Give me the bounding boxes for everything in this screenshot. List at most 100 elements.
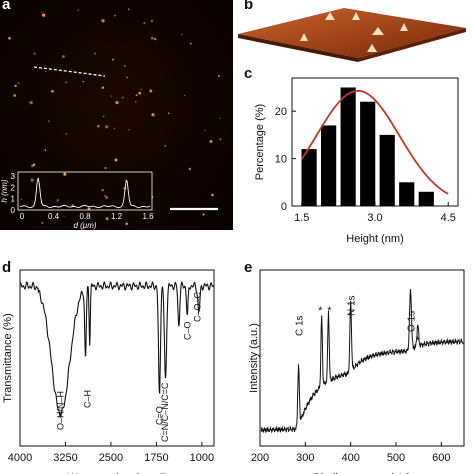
panel-label-a: a [2, 0, 11, 13]
afm-particle [30, 178, 34, 182]
band-annotation: C–O–C [193, 291, 203, 322]
afm-particle [151, 113, 155, 117]
peak-annotation: N 1s [347, 295, 358, 316]
surface-peak [367, 44, 377, 52]
inset-ytick-label: 0 [11, 206, 16, 215]
afm-particle [56, 199, 59, 202]
afm-particle [135, 101, 137, 103]
surface-side-face [358, 28, 466, 62]
afm-particle [153, 37, 157, 41]
ftir-spectrum-line [20, 281, 214, 418]
afm-particle [202, 213, 205, 216]
xtick-label-e: 300 [296, 452, 314, 464]
afm-particle [149, 89, 153, 93]
afm-particle [105, 125, 109, 129]
surface-peak [300, 33, 308, 41]
plot-frame-d [19, 269, 215, 447]
band-annotation: C–H [82, 390, 92, 408]
afm-particle [114, 158, 118, 162]
surface-peak [372, 27, 384, 35]
afm-particle [217, 75, 220, 78]
afm-particle [105, 217, 109, 221]
inset-ytick-label: 1 [11, 195, 16, 204]
afm-particle [41, 221, 44, 224]
xtick-label-e: 600 [432, 452, 450, 464]
afm-particle [211, 193, 214, 197]
afm-particle [32, 163, 36, 166]
ytick-label-c: 10 [275, 154, 287, 166]
peak-annotation: * [416, 335, 421, 347]
xlabel-c: Height (nm) [346, 233, 403, 245]
ylabel-d: Transmittance (%) [2, 313, 14, 402]
inset-xtick-label: 1.2 [111, 212, 123, 221]
ylabel-c: Percentage (%) [254, 104, 266, 180]
histogram-bar [321, 125, 337, 206]
afm-particle [63, 215, 65, 217]
afm-particle [65, 133, 67, 135]
afm-particle [181, 33, 183, 36]
afm-particle [167, 112, 170, 115]
afm-particle [96, 124, 100, 128]
xps-spectrum-line [260, 289, 464, 434]
afm-particle [14, 84, 17, 88]
afm-particle [82, 81, 84, 83]
afm-particle [87, 207, 91, 211]
gaussian-fit-curve [301, 89, 449, 195]
surface-top-face [238, 8, 466, 58]
panel-label-e: e [244, 259, 253, 276]
afm-particle [126, 76, 128, 79]
afm-particle [123, 64, 126, 67]
afm-particle [63, 172, 67, 176]
afm-particle [65, 81, 68, 84]
inset-ylabel: h (nm) [0, 179, 9, 202]
peak-annotation: * [327, 305, 332, 317]
histogram-bar [360, 101, 376, 206]
afm-particle [33, 52, 36, 55]
inset-xtick-label: 0.8 [79, 212, 91, 221]
panel-label-d: d [2, 259, 12, 276]
afm-particle [143, 22, 146, 25]
afm-particle [101, 86, 105, 89]
afm-particle [150, 36, 154, 40]
plot-frame-e [259, 269, 465, 447]
afm-particle [29, 100, 33, 105]
xtick-label-c: 4.5 [441, 212, 456, 224]
xtick-label-e: 400 [341, 452, 359, 464]
surface-front-face [238, 34, 358, 62]
surface-peak [325, 12, 335, 20]
afm-particle [128, 129, 130, 131]
afm-particle [127, 8, 130, 11]
inset-frame [17, 171, 153, 211]
afm-particle [112, 58, 115, 61]
afm-particle [122, 96, 124, 99]
peak-annotation: * [318, 305, 323, 317]
afm-particle [140, 88, 142, 90]
peak-annotation: O 1s [407, 311, 418, 332]
surface-peak [400, 23, 408, 31]
inset-profile-trace [19, 177, 151, 209]
afm-particle [204, 129, 206, 131]
xtick-label-d: 2500 [99, 452, 123, 464]
inset-ytick-label: 3 [11, 172, 16, 181]
afm-particle [105, 196, 108, 199]
afm-particle [113, 127, 116, 130]
afm-particle [45, 70, 47, 73]
afm-particle [138, 91, 142, 95]
afm-particle [13, 94, 17, 97]
afm-particle [8, 36, 11, 40]
afm-particle [125, 222, 128, 226]
afm-particle [110, 95, 113, 97]
histogram-bar [379, 134, 395, 206]
afm-height-image: 3 2 1 0 0 0.4 0.8 1.2 1.6 h (nm) d (μm) [0, 0, 233, 230]
band-annotation: O–H/N–H [56, 391, 66, 430]
afm-particle [104, 194, 107, 197]
peak-annotation: C 1s [295, 315, 306, 336]
afm-particle [219, 117, 221, 119]
afm-particle [61, 55, 65, 58]
afm-particle [48, 120, 50, 123]
inset-xtick-label: 0 [20, 212, 25, 221]
ytick-label-c: 0 [281, 201, 287, 213]
plot-frame-c [291, 77, 459, 207]
afm-particle [20, 198, 23, 201]
afm-particle [135, 94, 138, 97]
